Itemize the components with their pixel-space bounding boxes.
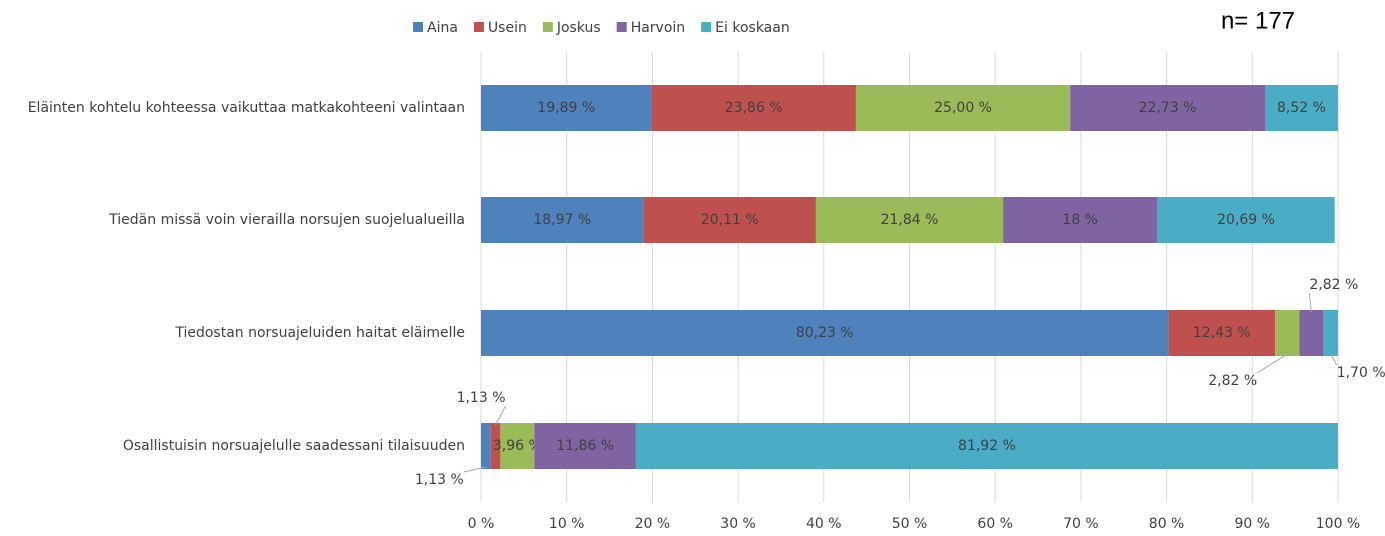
x-tick-label: 20 % (635, 516, 671, 532)
legend-label: Usein (488, 20, 527, 36)
bar-segment (1070, 85, 1265, 131)
x-tick-label: 40 % (806, 516, 842, 532)
data-label: 2,82 % (1309, 277, 1358, 293)
bar-segment (481, 197, 644, 243)
bar-segment (490, 423, 501, 469)
data-label: 8,52 % (1277, 100, 1326, 116)
bar-segment (1168, 310, 1276, 356)
data-label: 20,69 % (1217, 212, 1275, 228)
bar-segment (1275, 310, 1300, 356)
data-label: 81,92 % (958, 438, 1016, 454)
bar-segment (635, 423, 1338, 469)
data-label: 23,86 % (725, 100, 783, 116)
category-label: Eläinten kohtelu kohteessa vaikuttaa mat… (28, 100, 465, 116)
bar-segment (1003, 197, 1158, 243)
data-label: 1,13 % (415, 472, 464, 488)
legend-swatch (413, 22, 423, 32)
legend-label: Aina (427, 20, 458, 36)
x-tick-label: 70 % (1063, 516, 1099, 532)
bar-segment (1299, 310, 1324, 356)
bar-segment (481, 85, 652, 131)
leader-line (495, 405, 506, 426)
legend-label: Harvoin (631, 20, 685, 36)
leader-line (463, 466, 486, 473)
data-label: 3,96 % (493, 438, 542, 454)
data-label: 12,43 % (1193, 325, 1251, 341)
data-label: 11,86 % (556, 438, 614, 454)
data-label: 80,23 % (796, 325, 854, 341)
leader-line (1308, 292, 1312, 313)
sample-size: n= 177 (1221, 7, 1295, 34)
data-label: 18,97 % (533, 212, 591, 228)
data-label: 18 % (1062, 212, 1098, 228)
legend-swatch (616, 22, 627, 32)
leader-line (1256, 353, 1288, 374)
data-label: 19,89 % (537, 100, 595, 116)
bar-segment (1157, 197, 1335, 243)
legend-label: Joskus (556, 20, 601, 36)
data-label: 25,00 % (934, 100, 992, 116)
category-label: Tiedän missä voin vierailla norsujen suo… (108, 212, 465, 228)
bar-segment (481, 310, 1169, 356)
legend-swatch (701, 22, 712, 32)
data-label: 22,73 % (1139, 100, 1197, 116)
bar-segment (815, 197, 1004, 243)
x-tick-label: 100 % (1316, 516, 1360, 532)
x-tick-label: 90 % (1235, 516, 1271, 532)
legend-swatch (473, 22, 484, 32)
x-tick-label: 60 % (977, 516, 1013, 532)
data-label: 21,84 % (881, 212, 939, 228)
x-tick-label: 30 % (720, 516, 756, 532)
bar-segment (1323, 310, 1338, 356)
bar-segment (651, 85, 856, 131)
bar-segment (500, 423, 535, 469)
legend-label: Ei koskaan (715, 20, 790, 36)
x-tick-label: 10 % (549, 516, 585, 532)
bar-segment (481, 423, 491, 469)
x-tick-label: 80 % (1149, 516, 1185, 532)
leader-line (1330, 353, 1338, 366)
x-tick-label: 50 % (892, 516, 928, 532)
x-tick-label: 0 % (468, 516, 495, 532)
bar-segment (643, 197, 816, 243)
data-label: 1,13 % (457, 390, 506, 406)
bar-segment (855, 85, 1071, 131)
data-label: 2,82 % (1208, 373, 1257, 389)
legend-swatch (542, 22, 553, 32)
data-label: 20,11 % (701, 212, 759, 228)
bar-segment (1264, 85, 1338, 131)
category-label: Osallistuisin norsuajelulle saadessani t… (123, 438, 465, 454)
category-label: Tiedostan norsuajeluiden haitat eläimell… (174, 325, 465, 341)
data-label: 1,70 % (1337, 365, 1385, 381)
bar-segment (534, 423, 636, 469)
